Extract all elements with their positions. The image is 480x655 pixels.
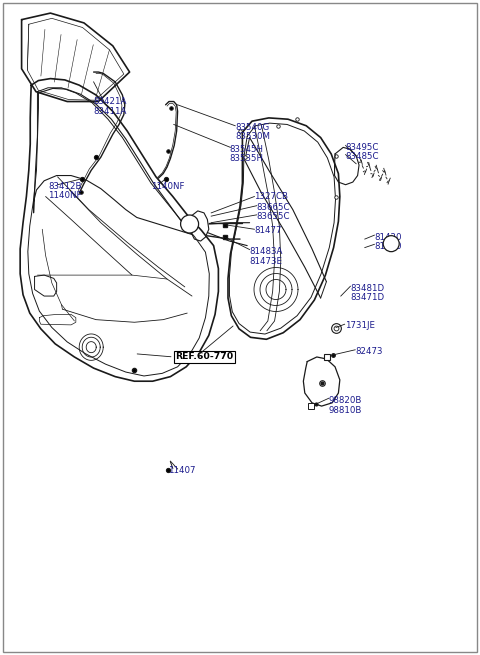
Text: 83545H: 83545H	[229, 145, 264, 154]
Text: 11407: 11407	[168, 466, 195, 475]
Text: 83540G: 83540G	[235, 123, 269, 132]
Text: A: A	[388, 240, 394, 247]
Text: 83655C: 83655C	[257, 212, 290, 221]
Text: 81477: 81477	[254, 226, 282, 235]
Text: 83421A: 83421A	[94, 97, 127, 106]
Text: 81420: 81420	[374, 233, 402, 242]
Text: 81473E: 81473E	[250, 257, 283, 266]
Text: A: A	[187, 219, 192, 229]
Text: 1731JE: 1731JE	[345, 321, 374, 330]
Text: REF.60-770: REF.60-770	[175, 352, 233, 362]
Text: 83665C: 83665C	[257, 203, 290, 212]
Text: 83411A: 83411A	[94, 107, 127, 116]
Text: 83495C: 83495C	[346, 143, 379, 152]
Circle shape	[180, 215, 199, 233]
Text: 83481D: 83481D	[350, 284, 384, 293]
Text: 81410: 81410	[374, 242, 402, 252]
Text: 1140NF: 1140NF	[151, 181, 185, 191]
Text: 81483A: 81483A	[250, 247, 283, 256]
Text: 82473: 82473	[355, 346, 383, 356]
Text: 98820B: 98820B	[329, 396, 362, 405]
Text: 98810B: 98810B	[329, 405, 362, 415]
Circle shape	[383, 236, 399, 252]
Text: 83535H: 83535H	[229, 154, 264, 163]
Text: 1140NF: 1140NF	[48, 191, 82, 200]
Text: 83412B: 83412B	[48, 181, 82, 191]
Text: 83471D: 83471D	[350, 293, 384, 302]
Text: 1327CB: 1327CB	[254, 192, 288, 201]
Text: 83530M: 83530M	[235, 132, 270, 141]
Text: 83485C: 83485C	[346, 152, 379, 161]
